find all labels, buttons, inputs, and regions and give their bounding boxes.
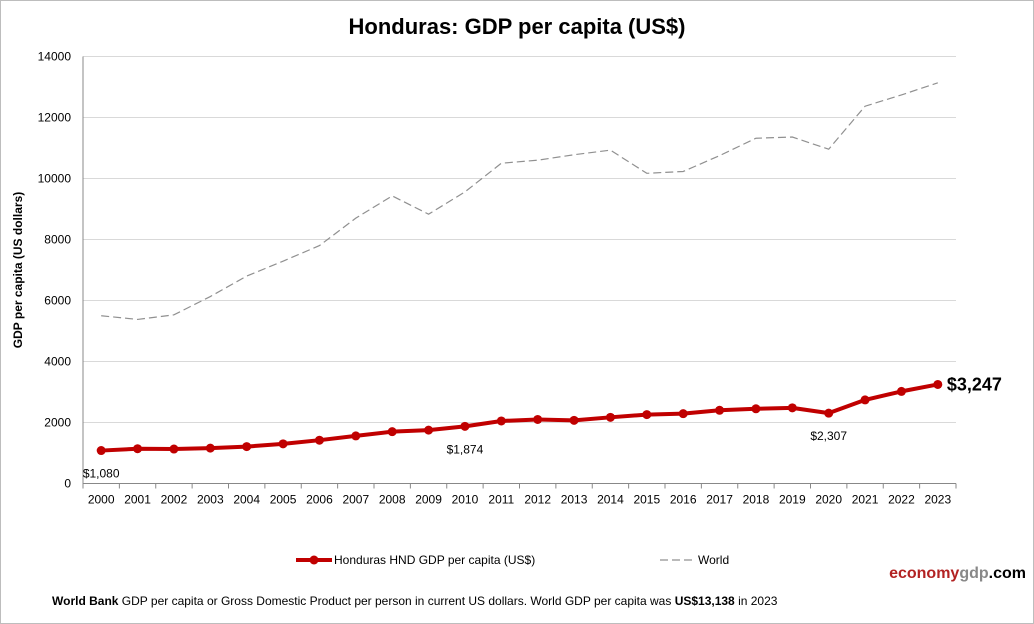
brand-logo: economygdp.com [889,565,1026,582]
x-tick-label: 2019 [779,493,806,507]
honduras-data-point [351,431,361,441]
y-tick-label: 6000 [44,294,71,308]
honduras-data-point [460,421,470,431]
x-tick-label: 2022 [888,493,915,507]
honduras-data-point [605,412,615,422]
data-label: $2,307 [810,429,847,443]
x-tick-label: 2018 [743,493,770,507]
honduras-data-point [642,410,652,420]
y-tick-label: 10000 [38,172,72,186]
honduras-data-point [569,415,579,425]
legend-world-label: World [698,553,729,567]
x-tick-label: 2015 [633,493,660,507]
honduras-data-point [751,404,761,414]
y-tick-label: 12000 [38,111,72,125]
x-tick-label: 2004 [233,493,260,507]
footer-note: World Bank GDP per capita or Gross Domes… [52,594,777,608]
legend-honduras-marker [309,555,319,565]
honduras-data-point [933,379,943,389]
x-tick-label: 2012 [524,493,551,507]
footer-world-value: US$13,138 [674,594,735,608]
x-tick-label: 2005 [270,493,297,507]
x-tick-label: 2000 [88,493,115,507]
honduras-data-point [533,414,543,424]
honduras-data-point [496,416,506,426]
chart-title: Honduras: GDP per capita (US$) [348,14,686,39]
world-series-line [101,82,939,321]
x-tick-label: 2023 [924,493,951,507]
footer-source: World Bank [52,594,119,608]
footer-year: in 2023 [734,594,778,608]
x-tick-label: 2009 [415,493,442,507]
x-tick-label: 2006 [306,493,333,507]
honduras-data-point [424,425,434,435]
honduras-data-point [96,446,106,456]
x-tick-label: 2016 [670,493,697,507]
legend-honduras-label: Honduras HND GDP per capita (US$) [334,553,535,567]
x-tick-label: 2013 [561,493,588,507]
x-tick-label: 2021 [852,493,879,507]
y-tick-label: 0 [64,477,71,491]
honduras-data-point [860,395,870,405]
x-tick-label: 2010 [452,493,479,507]
honduras-data-point [242,442,252,452]
y-tick-label: 2000 [44,416,71,430]
honduras-data-point [896,386,906,396]
x-tick-label: 2007 [342,493,369,507]
y-tick-label: 8000 [44,233,71,247]
footer-text: GDP per capita or Gross Domestic Product… [118,594,675,608]
honduras-data-point [169,444,179,454]
honduras-data-point [314,435,324,445]
honduras-data-point [678,409,688,419]
x-tick-label: 2002 [161,493,188,507]
x-tick-label: 2011 [488,493,514,507]
data-label: $1,874 [447,442,484,456]
x-tick-label: 2014 [597,493,624,507]
y-tick-label: 14000 [38,50,72,64]
y-axis-label: GDP per capita (US dollars) [11,192,25,349]
data-label-last: $3,247 [947,374,1002,394]
y-tick-label: 4000 [44,355,71,369]
honduras-series-line [101,382,939,453]
honduras-data-point [278,439,288,449]
honduras-data-point [133,444,143,454]
x-tick-label: 2001 [124,493,151,507]
honduras-data-point [205,443,215,453]
honduras-data-point [387,427,397,437]
x-tick-label: 2017 [706,493,733,507]
data-label: $1,080 [83,467,120,481]
x-tick-label: 2003 [197,493,224,507]
x-tick-label: 2008 [379,493,406,507]
x-tick-label: 2020 [815,493,842,507]
honduras-data-point [715,405,725,415]
honduras-data-point [824,408,834,418]
honduras-data-point [787,403,797,413]
